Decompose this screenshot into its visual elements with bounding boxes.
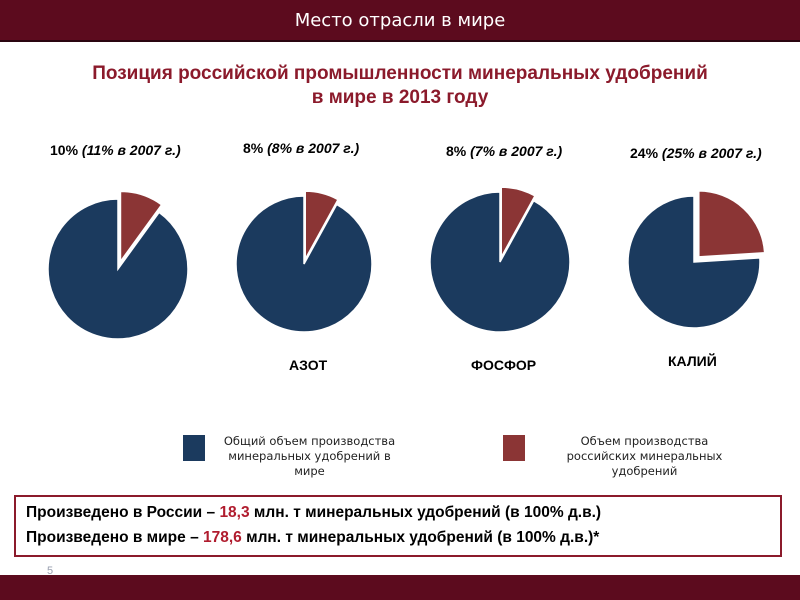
pie-slice-world: [627, 195, 761, 329]
summary-russia-pre: Произведено в России –: [26, 504, 220, 521]
summary-russia: Произведено в России – 18,3 млн. т минер…: [26, 504, 601, 522]
slide-title-line1: Позиция российской промышленности минера…: [92, 63, 708, 84]
pie-label-main: 8%: [446, 143, 467, 159]
pie-slice-russia: [304, 190, 340, 260]
summary-russia-value: 18,3: [219, 504, 250, 521]
header-title: Место отрасли в мире: [294, 9, 506, 31]
slide-title: Позиция российской промышленности минера…: [20, 62, 780, 110]
pie-chart-nitrogen: [235, 190, 373, 333]
pie-chart-potassium: [627, 190, 766, 329]
header-bar: Место отрасли в мире: [0, 0, 800, 42]
pie-slice-world: [429, 191, 571, 333]
pie-label-prev: (7% в 2007 г.): [470, 143, 563, 159]
pie-label-main: 10%: [50, 142, 79, 158]
pie-label-prev: (25% в 2007 г.): [661, 145, 762, 161]
footer-bar: [0, 575, 800, 600]
pie-label-prev: (11% в 2007 г.): [81, 142, 181, 158]
slide-title-line2: в мире в 2013 году: [311, 87, 489, 108]
page-number: 5: [47, 565, 54, 577]
legend-russia-line1: Объем производства: [580, 434, 709, 448]
pie-label-nitrogen: 8% (8% в 2007 г.): [243, 140, 359, 156]
pie-label-potassium: 24% (25% в 2007 г.): [630, 145, 762, 161]
pie-label-phosphorus: 8% (7% в 2007 г.): [446, 143, 562, 159]
legend-text-world: Общий объем производства минеральных удо…: [212, 434, 407, 479]
pie-slice-world: [47, 198, 189, 340]
summary-box: Произведено в России – 18,3 млн. т минер…: [14, 495, 782, 557]
pie-label-total: 10% (11% в 2007 г.): [50, 142, 181, 158]
summary-world-post: млн. т минеральных удобрений (в 100% д.в…: [241, 529, 600, 546]
legend-text-russia: Объем производства российских минеральны…: [532, 434, 757, 479]
pie-label-prev: (8% в 2007 г.): [267, 140, 360, 156]
category-label-phosphorus: ФОСФОР: [471, 357, 537, 373]
summary-world-value: 178,6: [203, 529, 242, 546]
pie-label-main: 8%: [243, 140, 264, 156]
legend-swatch-world: [183, 435, 205, 461]
legend-russia-line2: российских минеральных удобрений: [566, 449, 723, 478]
pie-chart-phosphorus: [429, 186, 571, 333]
category-label-potassium: КАЛИЙ: [668, 353, 717, 369]
pie-slice-russia: [119, 190, 163, 264]
pie-slice-world: [235, 195, 373, 333]
legend-world-line1: Общий объем производства: [223, 434, 396, 448]
pie-slice-russia: [698, 190, 766, 258]
category-label-nitrogen: АЗОТ: [289, 357, 328, 373]
legend-swatch-russia: [503, 435, 525, 461]
pie-slice-russia: [500, 186, 536, 258]
legend-world-line2: минеральных удобрений в мире: [228, 449, 391, 478]
summary-world: Произведено в мире – 178,6 млн. т минера…: [26, 529, 599, 547]
pie-chart-total: [47, 190, 189, 340]
summary-russia-post: млн. т минеральных удобрений (в 100% д.в…: [249, 504, 602, 521]
pie-label-main: 24%: [630, 145, 659, 161]
summary-world-pre: Произведено в мире –: [26, 529, 204, 546]
